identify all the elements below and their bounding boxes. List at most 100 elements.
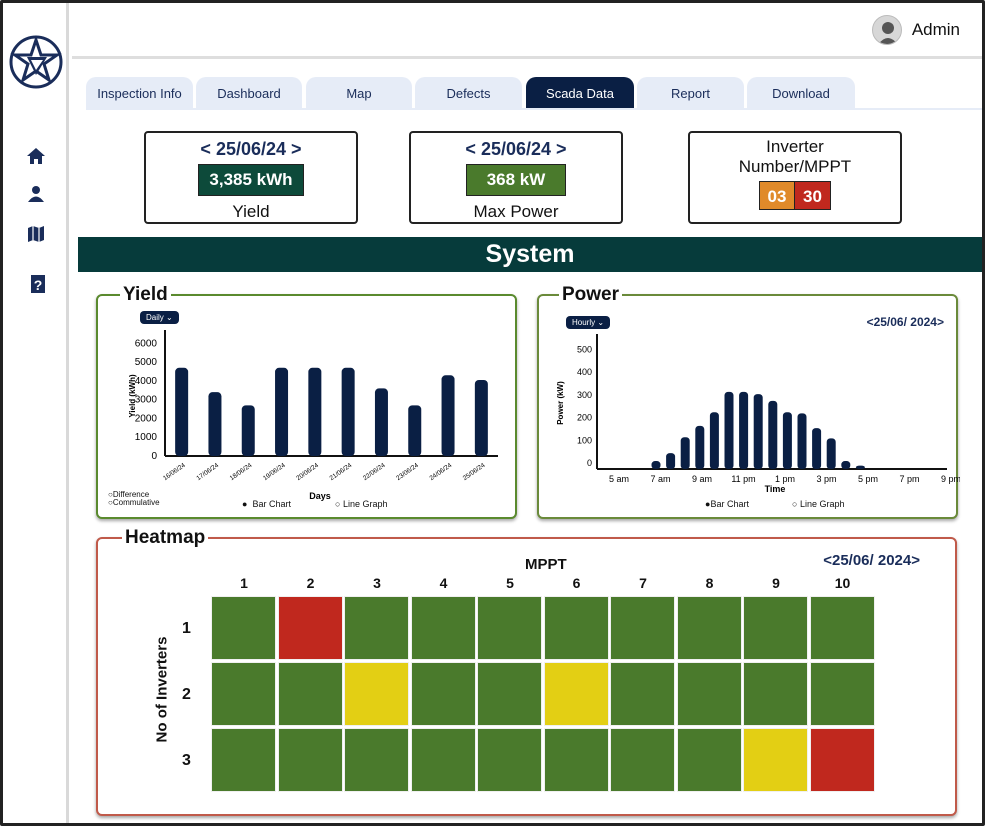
yield-x-tick: 22/06/24 — [362, 462, 387, 482]
tab-report[interactable]: Report — [637, 77, 744, 109]
heatmap-cell[interactable] — [477, 596, 542, 660]
power-x-label: Time — [765, 484, 786, 494]
power-x-tick: 11 pm — [731, 474, 755, 484]
heatmap-cell[interactable] — [410, 728, 476, 792]
heatmap-cell[interactable] — [277, 662, 343, 726]
help-icon[interactable]: ? — [25, 273, 47, 295]
heatmap-cell[interactable] — [543, 728, 609, 792]
map-icon[interactable] — [25, 223, 47, 245]
yield-x-tick: 25/06/24 — [462, 462, 487, 482]
heatmap-cell[interactable] — [809, 728, 875, 792]
power-y-tick: 300 — [577, 390, 592, 400]
home-icon[interactable] — [25, 145, 47, 167]
heatmap-cell[interactable] — [410, 596, 476, 660]
prev-date-icon[interactable]: < — [465, 139, 476, 159]
heatmap-cell[interactable] — [211, 596, 276, 660]
power-y-tick: 500 — [577, 345, 592, 355]
yield-card: < 25/06/24 > 3,385 kWh Yield — [144, 131, 358, 224]
svg-text:?: ? — [34, 277, 43, 293]
tab-scada-data[interactable]: Scada Data — [526, 77, 634, 109]
yield-bar — [408, 405, 422, 456]
heatmap-cell[interactable] — [543, 662, 609, 726]
yield-x-tick: 17/06/24 — [195, 462, 220, 482]
heatmap-column-label: 9 — [772, 575, 780, 591]
tab-defects[interactable]: Defects — [415, 77, 522, 109]
power-x-tick: 9 am — [692, 474, 712, 484]
user-menu[interactable]: Admin — [871, 15, 960, 45]
inverter-selector[interactable]: 03 30 — [690, 181, 900, 210]
heatmap-column-label: 4 — [439, 575, 448, 591]
yield-legend-line[interactable]: ○ Line Graph — [335, 499, 388, 509]
heatmap-cell[interactable] — [743, 662, 808, 726]
avatar — [871, 15, 902, 45]
heatmap-date-nav: <25/06/ 2024> — [823, 552, 920, 569]
radio-difference[interactable]: ○Difference — [108, 490, 150, 499]
mppt-number[interactable]: 30 — [795, 181, 831, 210]
yield-y-tick: 6000 — [135, 338, 158, 349]
heatmap-cell[interactable] — [543, 596, 609, 660]
heatmap-cell[interactable] — [610, 728, 675, 792]
heatmap-cell[interactable] — [410, 662, 476, 726]
yield-panel: Yield Daily ⌄ 0 1000 2000 3000 4000 5000 6000 1… — [96, 284, 517, 519]
tab-map[interactable]: Map — [306, 77, 412, 109]
heatmap-cell[interactable] — [743, 728, 808, 792]
heatmap-cell[interactable] — [344, 596, 409, 660]
heatmap-column-label: 6 — [572, 575, 581, 591]
power-y-tick: 100 — [577, 435, 592, 445]
heatmap-cell[interactable] — [211, 662, 276, 726]
power-legend-line[interactable]: ○ Line Graph — [792, 499, 845, 509]
yield-dropdown[interactable]: Daily ⌄ — [140, 311, 179, 324]
next-date-icon[interactable]: > — [936, 315, 944, 329]
power-y-tick: 200 — [577, 413, 592, 423]
power-dropdown[interactable]: Hourly ⌄ — [566, 316, 611, 329]
heatmap-cell[interactable] — [743, 596, 808, 660]
heatmap-cell[interactable] — [676, 662, 742, 726]
next-date-icon[interactable]: > — [911, 552, 920, 569]
power-legend-bar[interactable]: ●Bar Chart — [705, 499, 749, 509]
tab-underline — [86, 108, 982, 110]
heatmap-cell[interactable] — [211, 728, 276, 792]
prev-date-icon[interactable]: < — [823, 552, 832, 569]
power-bar — [651, 461, 661, 469]
chevron-down-icon: ⌄ — [166, 313, 173, 322]
yield-panel-title: Yield — [120, 284, 171, 306]
prev-date-icon[interactable]: < — [200, 139, 211, 159]
power-y-tick: 0 — [587, 458, 592, 468]
heatmap-cell[interactable] — [277, 728, 343, 792]
next-date-icon[interactable]: > — [556, 139, 567, 159]
tab-download[interactable]: Download — [747, 77, 855, 109]
inverter-card: Inverter Number/MPPT 03 30 — [688, 131, 902, 224]
yield-y-tick: 2000 — [135, 413, 158, 424]
yield-bar — [175, 367, 189, 456]
heatmap-cell[interactable] — [477, 728, 542, 792]
heatmap-cell[interactable] — [809, 662, 875, 726]
heatmap-date: 25/06/ 2024 — [831, 552, 912, 569]
tab-inspection-info[interactable]: Inspection Info — [86, 77, 193, 109]
heatmap-cell[interactable] — [344, 728, 409, 792]
heatmap-cell[interactable] — [277, 596, 343, 660]
power-bar — [709, 412, 719, 469]
heatmap-cell[interactable] — [610, 596, 675, 660]
heatmap-cell[interactable] — [809, 596, 875, 660]
heatmap-cell[interactable] — [676, 728, 742, 792]
yield-legend-bar[interactable]: ● Bar Chart — [242, 499, 291, 509]
next-date-icon[interactable]: > — [291, 139, 302, 159]
heatmap-cell[interactable] — [344, 662, 409, 726]
yield-bar — [341, 367, 355, 456]
heatmap-cell[interactable] — [610, 662, 675, 726]
heatmap-column-label: 8 — [705, 575, 714, 591]
power-bar — [782, 412, 792, 469]
tab-dashboard[interactable]: Dashboard — [196, 77, 302, 109]
power-bar — [753, 394, 763, 469]
inverter-number[interactable]: 03 — [759, 181, 795, 210]
prev-date-icon[interactable]: < — [866, 315, 874, 329]
power-bar — [826, 438, 836, 469]
yield-x-tick: 16/06/24 — [162, 462, 187, 482]
power-x-tick: 1 pm — [775, 474, 795, 484]
heatmap-cell[interactable] — [676, 596, 742, 660]
yield-y-tick: 5000 — [135, 357, 158, 368]
heatmap-cell[interactable] — [477, 662, 542, 726]
radio-cumulative[interactable]: ○Commulative — [108, 498, 160, 507]
user-icon[interactable] — [25, 183, 47, 205]
power-chart: 0 100 200 300 400 500 5 am 7 am 9 am 11 pm 1 pm 3 p… — [556, 334, 960, 494]
